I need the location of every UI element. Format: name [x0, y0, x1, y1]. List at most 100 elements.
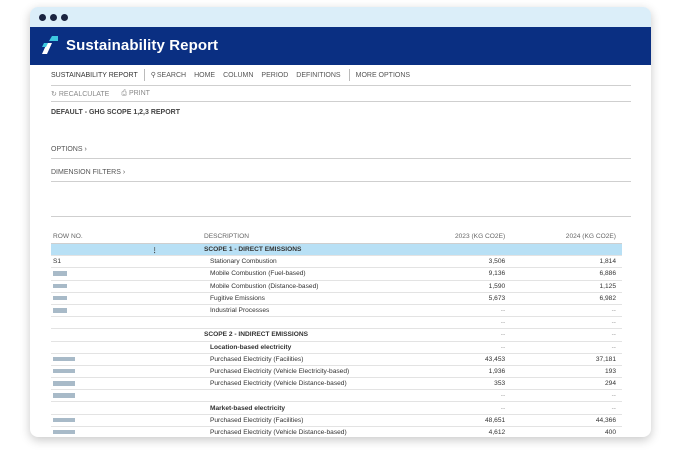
value-cell-y2023 — [416, 243, 512, 257]
nav-period[interactable]: PERIOD — [261, 71, 289, 79]
main-content: SUSTAINABILITY REPORT ⚲SEARCH HOME COLUM… — [51, 65, 631, 437]
report-toolbar: ↻ RECALCULATE ⎙ PRINT — [51, 86, 631, 102]
row-number-cell — [51, 389, 202, 403]
value-cell-y2023: 48,651 — [416, 414, 512, 427]
description-cell: Fugitive Emissions — [201, 292, 417, 305]
print-button[interactable]: ⎙ PRINT — [121, 89, 150, 97]
value-cell-y2024: 400 — [511, 426, 622, 437]
col-header-2024[interactable]: 2024 (KG CO2E) — [511, 229, 622, 244]
col-header-description[interactable]: DESCRIPTION — [201, 229, 417, 244]
nav-more-options[interactable]: MORE OPTIONS — [355, 71, 411, 79]
value-cell-y2024: -- — [511, 341, 622, 354]
row-number-cell — [51, 353, 202, 366]
report-title: DEFAULT - GHG SCOPE 1,2,3 REPORT — [51, 109, 181, 116]
window-dot-icon[interactable] — [39, 14, 46, 21]
row-number-cell — [51, 341, 202, 354]
options-toggle[interactable]: OPTIONS › — [51, 142, 631, 159]
value-cell-y2023: 1,590 — [416, 280, 512, 293]
recalculate-button[interactable]: ↻ RECALCULATE — [51, 90, 110, 98]
description-cell: Mobile Combustion (Fuel-based) — [201, 267, 417, 281]
row-id-redacted — [53, 429, 75, 435]
description-cell: Location-based electricity — [201, 341, 417, 354]
row-id-redacted — [53, 417, 75, 423]
value-cell-y2023: -- — [416, 389, 512, 403]
table-header-row: ROW NO. DESCRIPTION 2023 (KG CO2E) 2024 … — [51, 229, 622, 244]
row-id-redacted — [53, 271, 67, 276]
app-logo-icon — [42, 36, 58, 54]
kebab-menu-icon[interactable]: ⋮ — [151, 246, 158, 254]
description-cell: Purchased Electricity (Vehicle Electrici… — [201, 365, 417, 379]
app-title: Sustainability Report — [66, 37, 219, 54]
col-header-row-no[interactable]: ROW NO. — [51, 229, 202, 244]
value-cell-y2024: 6,982 — [511, 292, 622, 305]
row-number-cell — [51, 414, 202, 427]
emissions-table: ROW NO. DESCRIPTION 2023 (KG CO2E) 2024 … — [51, 229, 622, 437]
nav-sustainability-report[interactable]: SUSTAINABILITY REPORT — [51, 71, 138, 79]
value-cell-y2023: -- — [416, 341, 512, 354]
value-cell-y2024: 6,886 — [511, 267, 622, 281]
row-id-redacted — [53, 283, 67, 289]
window-titlebar — [30, 7, 651, 27]
printer-icon: ⎙ — [121, 89, 127, 97]
window-dot-icon[interactable] — [50, 14, 57, 21]
row-id-redacted — [53, 356, 75, 362]
table-row[interactable]: Market-based electricity -- -- — [51, 401, 622, 415]
table-row[interactable]: Fugitive Emissions 5,673 6,982 — [51, 292, 622, 305]
nav-divider — [143, 69, 145, 81]
value-cell-y2024: 193 — [511, 365, 622, 379]
value-cell-y2023: 5,673 — [416, 292, 512, 305]
dimension-filters-toggle[interactable]: DIMENSION FILTERS › — [51, 165, 631, 182]
row-number-cell — [51, 280, 202, 293]
search-icon: ⚲ — [150, 72, 156, 79]
table-row[interactable]: Purchased Electricity (Vehicle Distance-… — [51, 377, 622, 391]
row-number-cell — [51, 328, 202, 342]
nav-column[interactable]: COLUMN — [223, 71, 254, 79]
table-row[interactable]: -- -- — [51, 316, 622, 330]
col-header-2023[interactable]: 2023 (KG CO2E) — [416, 229, 512, 244]
value-cell-y2024 — [511, 243, 622, 257]
value-cell-y2023: 3,506 — [416, 255, 512, 269]
nav-home[interactable]: HOME — [194, 71, 216, 79]
table-row[interactable]: -- -- — [51, 389, 622, 403]
row-id-redacted — [53, 393, 75, 398]
table-row[interactable]: Location-based electricity -- -- — [51, 341, 622, 354]
app-window: Sustainability Report SUSTAINABILITY REP… — [30, 7, 651, 437]
table-row[interactable]: Mobile Combustion (Fuel-based) 9,136 6,886 — [51, 267, 622, 281]
description-cell: SCOPE 2 - INDIRECT EMISSIONS — [201, 328, 417, 342]
top-nav: SUSTAINABILITY REPORT ⚲SEARCH HOME COLUM… — [51, 65, 631, 86]
table-row[interactable]: S1 Stationary Combustion 3,506 1,814 — [51, 255, 622, 269]
chevron-right-icon: › — [122, 169, 126, 176]
value-cell-y2024: 1,125 — [511, 280, 622, 293]
table-row[interactable]: Industrial Processes -- -- — [51, 304, 622, 318]
table-row[interactable]: ⋮ SCOPE 1 - DIRECT EMISSIONS — [51, 243, 622, 257]
chevron-right-icon: › — [84, 146, 87, 153]
value-cell-y2024: -- — [511, 328, 622, 342]
app-header: Sustainability Report — [30, 27, 651, 65]
value-cell-y2023: 353 — [416, 377, 512, 391]
table-row[interactable]: Purchased Electricity (Facilities) 48,651… — [51, 414, 622, 427]
table-row[interactable]: Purchased Electricity (Facilities) 43,453… — [51, 353, 622, 366]
value-cell-y2023: 4,612 — [416, 426, 512, 437]
nav-search[interactable]: ⚲SEARCH — [150, 72, 187, 79]
row-number-cell — [51, 365, 202, 379]
row-id-redacted — [53, 381, 75, 386]
value-cell-y2023: 1,936 — [416, 365, 512, 379]
row-number-cell — [51, 377, 202, 391]
filters-area — [51, 182, 631, 217]
value-cell-y2024: -- — [511, 401, 622, 415]
nav-definitions[interactable]: DEFINITIONS — [296, 71, 341, 79]
description-cell: Industrial Processes — [201, 304, 417, 318]
window-dot-icon[interactable] — [61, 14, 68, 21]
row-number-cell — [51, 304, 202, 318]
description-cell: SCOPE 1 - DIRECT EMISSIONS — [201, 243, 417, 257]
value-cell-y2023: -- — [416, 328, 512, 342]
table-row[interactable]: Purchased Electricity (Vehicle Electrici… — [51, 365, 622, 379]
row-number-cell — [51, 292, 202, 305]
row-number-cell — [51, 426, 202, 437]
value-cell-y2023: 9,136 — [416, 267, 512, 281]
row-id-redacted — [53, 295, 67, 301]
table-row[interactable]: Mobile Combustion (Distance-based) 1,590 1… — [51, 280, 622, 293]
table-row[interactable]: Purchased Electricity (Vehicle Distance-… — [51, 426, 622, 437]
description-cell: Purchased Electricity (Vehicle Distance-… — [201, 426, 417, 437]
table-row[interactable]: SCOPE 2 - INDIRECT EMISSIONS -- -- — [51, 328, 622, 342]
